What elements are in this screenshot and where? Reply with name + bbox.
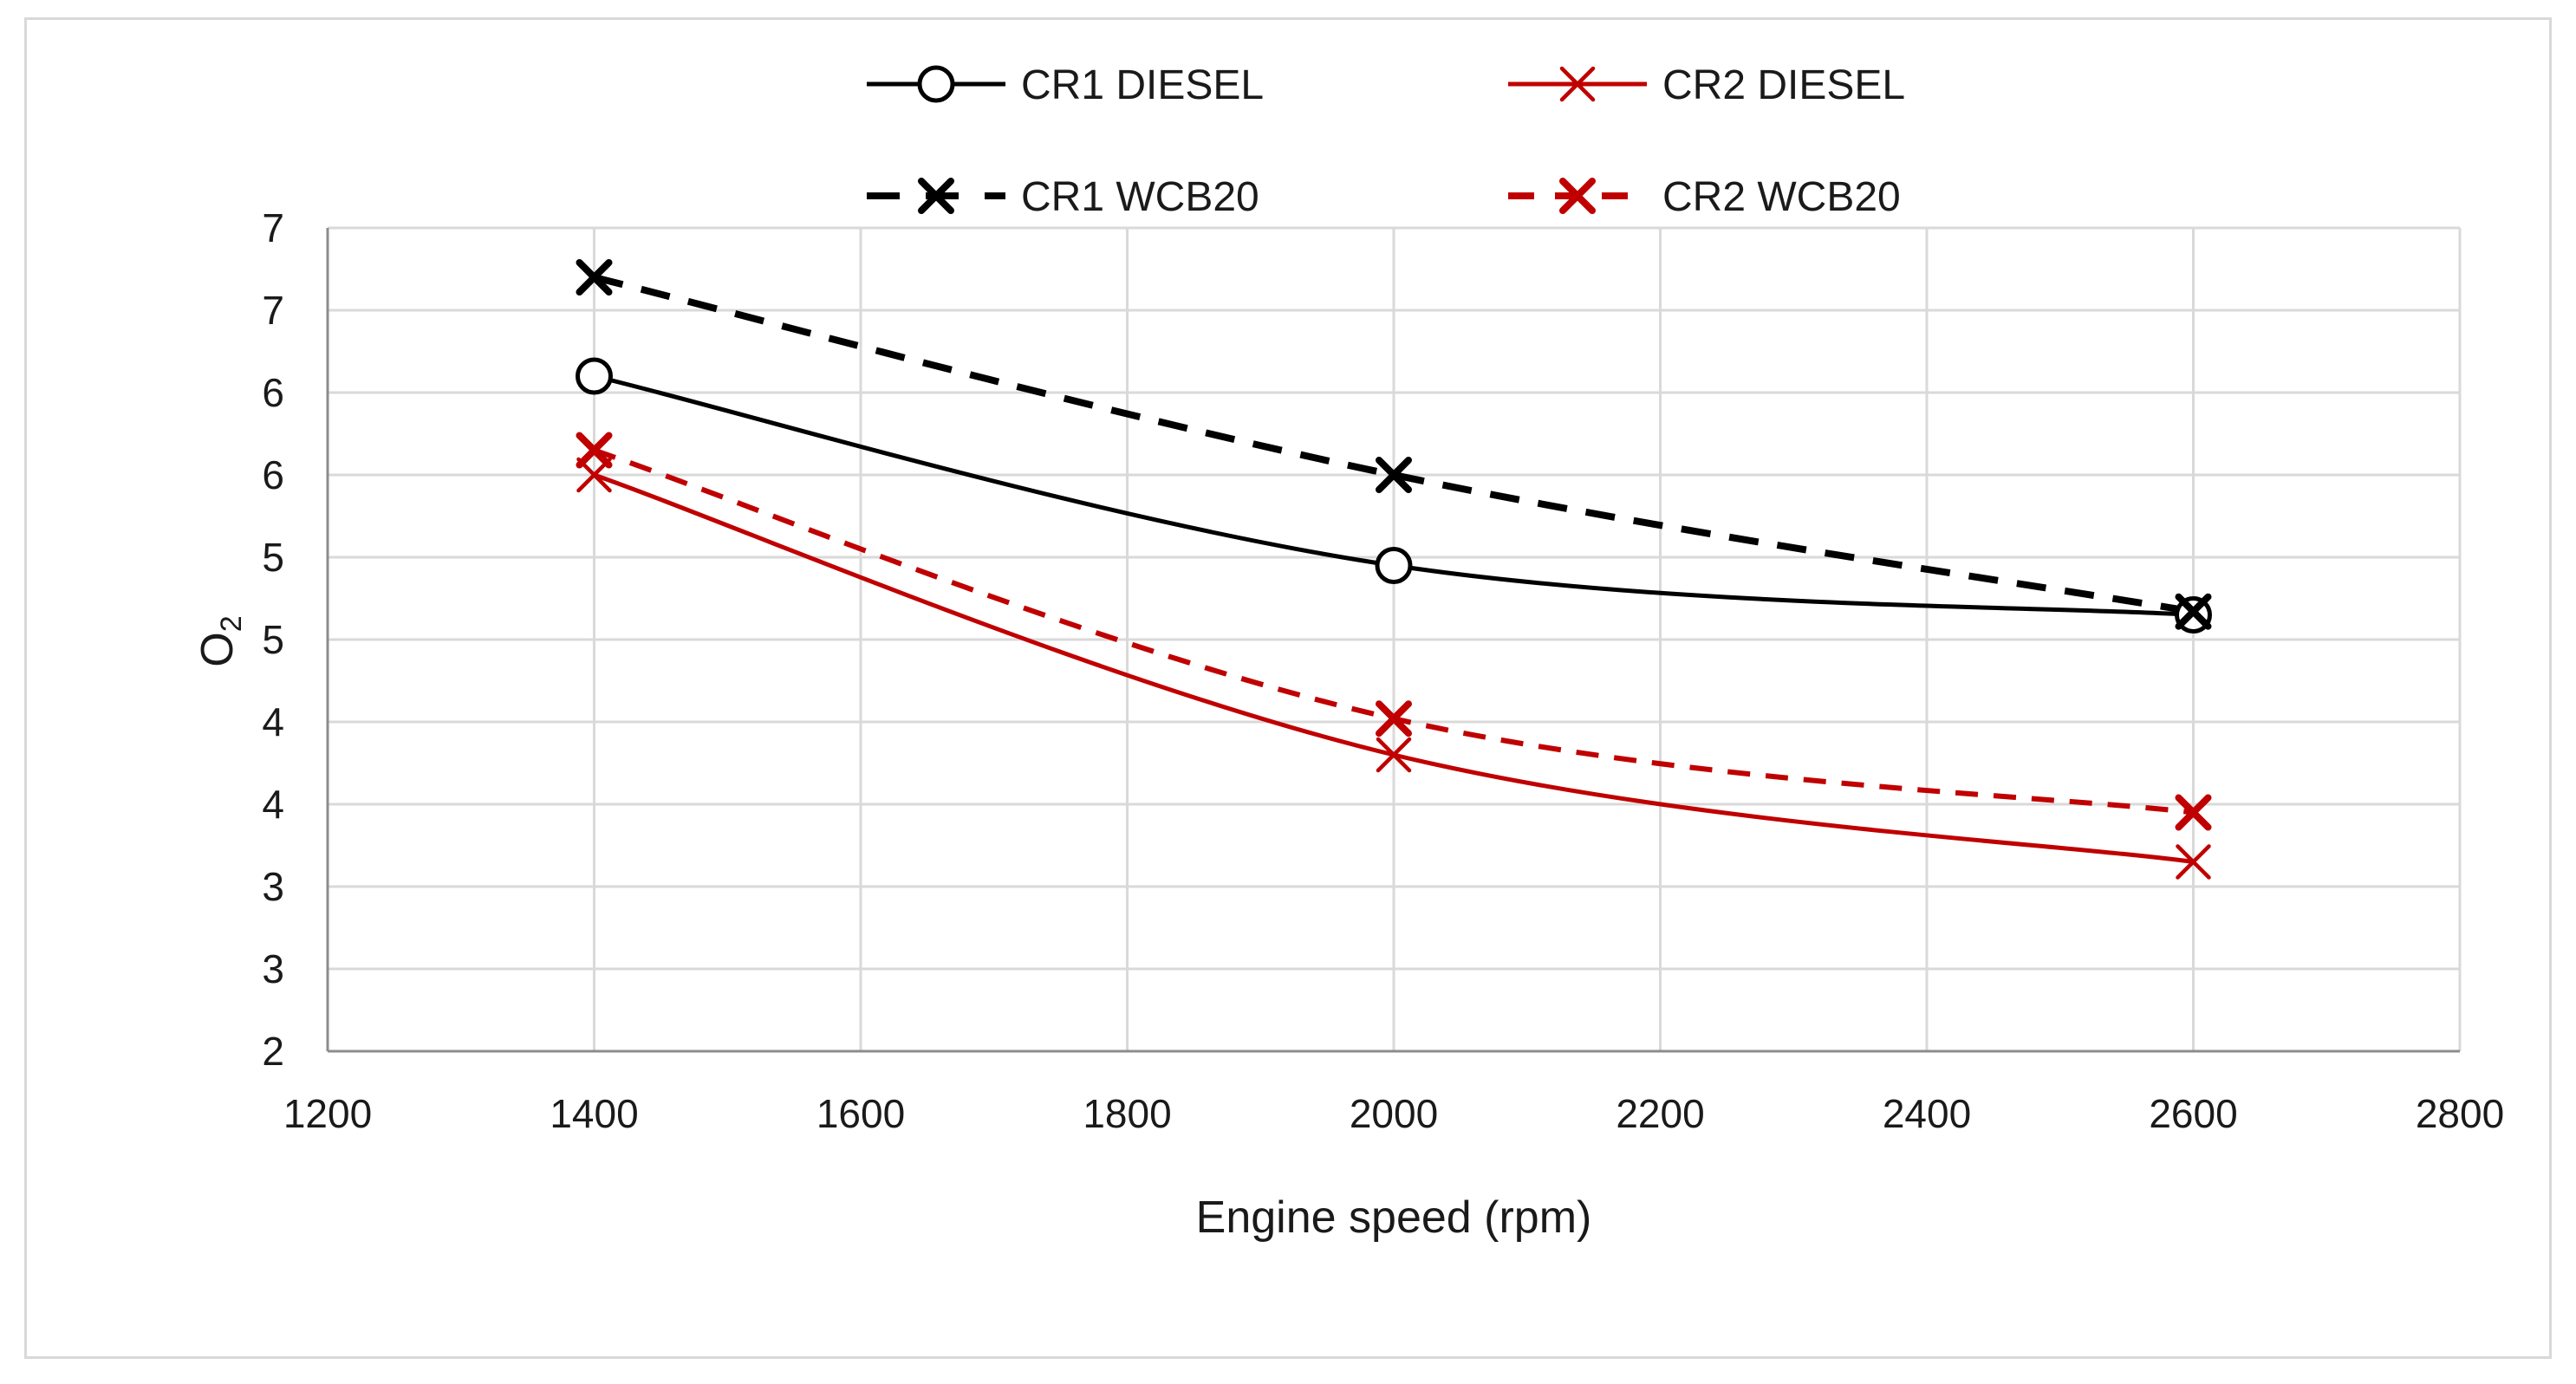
legend-marker (1559, 178, 1596, 214)
y-tick-label: 3 (262, 946, 284, 991)
legend-item-cr2-diesel: CR2 DIESEL (1508, 62, 1905, 108)
y-tick-label: 2 (262, 1029, 284, 1074)
legend-item-cr1-diesel: CR1 DIESEL (867, 62, 1264, 108)
y-axis-title-subscript: 2 (215, 615, 248, 632)
y-tick-label: 4 (262, 782, 284, 827)
y-tick-label: 5 (262, 535, 284, 580)
x-tick-label: 1200 (283, 1091, 372, 1136)
x-axis-title: Engine speed (rpm) (1196, 1192, 1592, 1243)
data-point-cr1-diesel (576, 357, 613, 395)
y-axis-title: O2 (192, 615, 248, 666)
data-point-cr1-wcb20 (2175, 593, 2212, 630)
legend: CR1 DIESEL CR2 DIESEL CR1 WCB20 CR2 WCB20 (867, 62, 1905, 220)
x-tick-label: 1400 (550, 1091, 638, 1136)
series-line-cr1-wcb20 (593, 274, 2195, 615)
legend-item-cr2-wcb20: CR2 WCB20 (1508, 174, 1901, 220)
y-tick-label: 7 (262, 288, 284, 333)
chart-frame (24, 17, 2552, 1359)
legend-item-cr1-wcb20: CR1 WCB20 (867, 174, 1259, 220)
x-tick-label: 1800 (1083, 1091, 1171, 1136)
y-tick-label: 4 (262, 699, 284, 744)
legend-label: CR1 DIESEL (1021, 62, 1264, 108)
x-tick-label: 2200 (1616, 1091, 1704, 1136)
data-point-cr2-wcb20 (576, 432, 613, 469)
data-point-cr1-diesel (1375, 547, 1413, 584)
x-tick-label: 2400 (1883, 1091, 1971, 1136)
y-tick-label: 6 (262, 452, 284, 497)
y-tick-label: 7 (262, 205, 284, 250)
y-tick-label: 3 (262, 864, 284, 909)
grid (328, 226, 2462, 1051)
data-point-cr1-wcb20 (576, 259, 613, 296)
data-point-cr2-wcb20 (1376, 700, 1412, 737)
y-axis-title-main: O (192, 632, 243, 666)
data-point-cr2-diesel (1376, 737, 1412, 773)
legend-label: CR1 WCB20 (1021, 174, 1259, 220)
x-tick-label: 1600 (816, 1091, 905, 1136)
y-tick-label: 6 (262, 370, 284, 415)
legend-marker (917, 65, 955, 103)
legend-label: CR2 WCB20 (1662, 174, 1901, 220)
x-tick-label: 2800 (2416, 1091, 2504, 1136)
legend-marker (918, 178, 954, 214)
legend-label: CR2 DIESEL (1662, 62, 1905, 108)
data-point-cr2-wcb20 (2175, 794, 2212, 831)
x-tick-label: 2000 (1350, 1091, 1438, 1136)
y-tick-label: 5 (262, 617, 284, 662)
series-markers (576, 259, 2212, 880)
legend-marker (1559, 66, 1596, 102)
data-point-cr2-diesel (2176, 844, 2211, 880)
x-tick-label: 2600 (2149, 1091, 2237, 1136)
axes: 2 3 3 4 4 5 5 6 6 7 7 1200 1400 1600 1800 2000 2200 2400 2… (262, 205, 2504, 1136)
data-point-cr1-wcb20 (1376, 457, 1412, 493)
